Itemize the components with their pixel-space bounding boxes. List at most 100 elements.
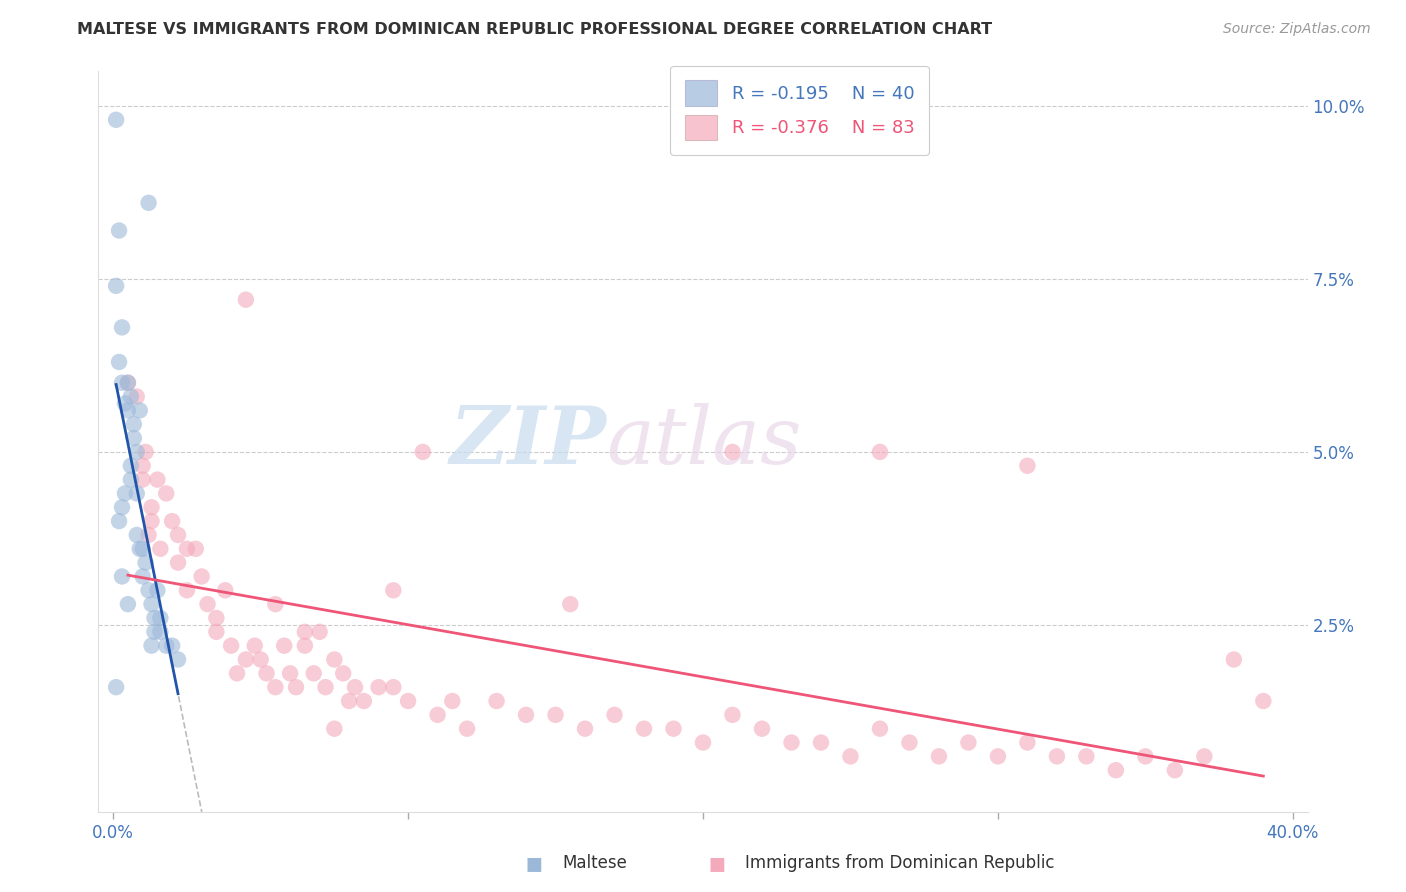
Point <box>1223 652 1246 666</box>
Point <box>149 611 172 625</box>
Point <box>149 624 172 639</box>
Point <box>219 639 242 653</box>
Point <box>603 707 626 722</box>
Point <box>117 403 139 417</box>
Point <box>197 597 219 611</box>
Point <box>662 722 685 736</box>
Point <box>721 445 744 459</box>
Point <box>235 293 257 307</box>
Point <box>1194 749 1216 764</box>
Point <box>294 639 316 653</box>
Point <box>111 320 134 334</box>
Point <box>176 541 198 556</box>
Text: ZIP: ZIP <box>450 403 606 480</box>
Point <box>273 639 295 653</box>
Point <box>343 680 366 694</box>
Point <box>146 583 169 598</box>
Point <box>108 514 131 528</box>
Point <box>367 680 389 694</box>
Point <box>928 749 950 764</box>
Point <box>160 639 183 653</box>
Point <box>190 569 212 583</box>
Point <box>780 735 803 749</box>
Point <box>125 445 148 459</box>
Point <box>1164 763 1187 777</box>
Point <box>143 624 166 639</box>
Point <box>122 417 145 432</box>
Point <box>141 514 163 528</box>
Point <box>302 666 325 681</box>
Point <box>869 445 891 459</box>
Point <box>574 722 596 736</box>
Point <box>441 694 464 708</box>
Point <box>143 611 166 625</box>
Point <box>141 597 163 611</box>
Point <box>1017 735 1039 749</box>
Legend: R = -0.195    N = 40, R = -0.376    N = 83: R = -0.195 N = 40, R = -0.376 N = 83 <box>671 66 929 154</box>
Point <box>120 458 142 473</box>
Point <box>249 652 271 666</box>
Point <box>382 583 405 598</box>
Point <box>146 473 169 487</box>
Point <box>560 597 582 611</box>
Point <box>323 652 346 666</box>
Point <box>633 722 655 736</box>
Point <box>353 694 375 708</box>
Point <box>117 597 139 611</box>
Point <box>131 569 153 583</box>
Text: Source: ZipAtlas.com: Source: ZipAtlas.com <box>1223 22 1371 37</box>
Point <box>128 541 150 556</box>
Point <box>256 666 278 681</box>
Point <box>810 735 832 749</box>
Point <box>167 652 190 666</box>
Point <box>114 396 136 410</box>
Point <box>176 583 198 598</box>
Point <box>1046 749 1069 764</box>
Point <box>120 473 142 487</box>
Point <box>135 445 157 459</box>
Point <box>111 376 134 390</box>
Point <box>131 473 153 487</box>
Point <box>131 458 153 473</box>
Point <box>114 486 136 500</box>
Point <box>264 597 287 611</box>
Point <box>285 680 308 694</box>
Point <box>155 486 177 500</box>
Point <box>160 514 183 528</box>
Point <box>149 541 172 556</box>
Point <box>111 500 134 515</box>
Text: ▪: ▪ <box>524 849 544 878</box>
Text: Maltese: Maltese <box>562 855 627 872</box>
Point <box>167 528 190 542</box>
Point <box>957 735 980 749</box>
Point <box>117 376 139 390</box>
Point <box>278 666 301 681</box>
Point <box>125 390 148 404</box>
Point <box>128 403 150 417</box>
Point <box>382 680 405 694</box>
Point <box>155 639 177 653</box>
Point <box>235 652 257 666</box>
Point <box>131 541 153 556</box>
Text: ▪: ▪ <box>707 849 727 878</box>
Point <box>987 749 1010 764</box>
Point <box>214 583 236 598</box>
Text: Immigrants from Dominican Republic: Immigrants from Dominican Republic <box>745 855 1054 872</box>
Point <box>308 624 330 639</box>
Text: atlas: atlas <box>606 403 801 480</box>
Point <box>332 666 354 681</box>
Point <box>751 722 773 736</box>
Point <box>141 639 163 653</box>
Point <box>226 666 249 681</box>
Point <box>105 680 128 694</box>
Point <box>264 680 287 694</box>
Point <box>108 223 131 237</box>
Point <box>135 556 157 570</box>
Point <box>105 278 128 293</box>
Point <box>337 694 360 708</box>
Point <box>138 583 160 598</box>
Point <box>111 569 134 583</box>
Point <box>184 541 207 556</box>
Point <box>544 707 567 722</box>
Point <box>105 112 128 127</box>
